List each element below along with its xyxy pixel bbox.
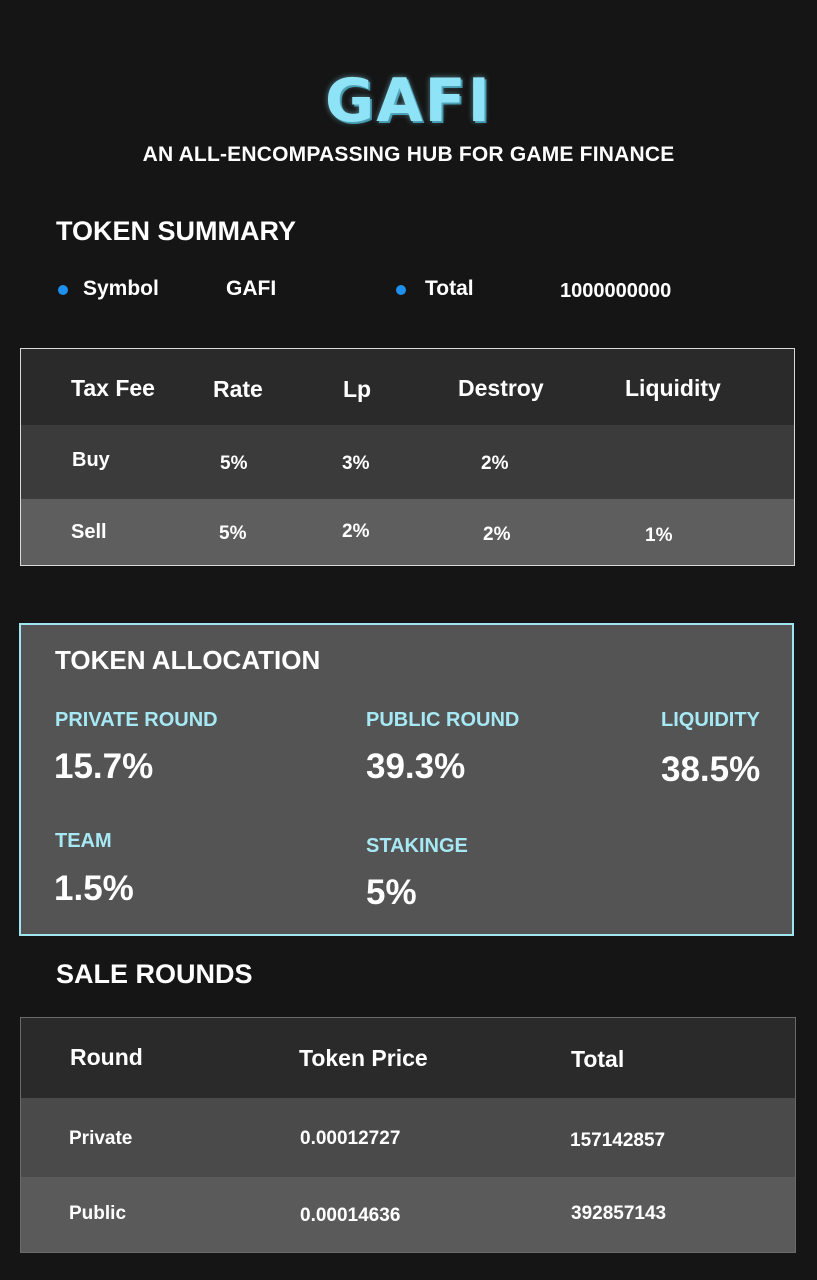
tax-fee-table: Tax Fee Rate Lp Destroy Liquidity Buy 5%… <box>20 348 795 566</box>
cell-total: 157142857 <box>570 1130 666 1151</box>
symbol-label: Symbol <box>83 277 159 300</box>
token-allocation-title: TOKEN ALLOCATION <box>55 645 321 675</box>
token-allocation-panel: TOKEN ALLOCATION PRIVATE ROUND 15.7% PUB… <box>19 623 794 936</box>
allocation-value: 39.3% <box>366 747 466 786</box>
cell-token-price: 0.00014636 <box>300 1205 401 1226</box>
cell-rate: 5% <box>219 523 247 544</box>
cell-token-price: 0.00012727 <box>300 1128 401 1149</box>
col-header-round: Round <box>70 1044 143 1070</box>
allocation-label: PUBLIC ROUND <box>366 709 520 731</box>
sale-rounds-table: Round Token Price Total Private 0.000127… <box>20 1017 796 1253</box>
col-header-lp: Lp <box>343 376 372 402</box>
col-header-rate: Rate <box>213 376 263 402</box>
cell-destroy: 2% <box>481 453 509 474</box>
table-row: Private 0.00012727 157142857 <box>21 1098 795 1177</box>
cell-liquidity: 1% <box>645 525 673 546</box>
table-row: Buy 5% 3% 2% <box>21 425 794 500</box>
cell-round: Public <box>69 1203 127 1224</box>
col-header-token-price: Token Price <box>299 1045 428 1071</box>
allocation-value: 38.5% <box>661 750 761 789</box>
cell-round: Private <box>69 1128 133 1149</box>
symbol-value: GAFI <box>226 277 277 300</box>
allocation-value: 5% <box>366 873 417 912</box>
sale-rounds-title: SALE ROUNDS <box>56 959 253 989</box>
token-summary-row: Symbol GAFI Total 1000000000 <box>0 277 817 307</box>
cell-rate: 5% <box>220 453 248 474</box>
cell-total: 392857143 <box>571 1203 667 1224</box>
col-header-destroy: Destroy <box>458 375 544 401</box>
total-value: 1000000000 <box>560 280 672 302</box>
table-header-row: Round Token Price Total <box>21 1018 795 1098</box>
gafi-logo: GAFI <box>325 66 492 136</box>
total-label: Total <box>425 277 474 300</box>
bullet-icon <box>396 285 406 295</box>
allocation-label: PRIVATE ROUND <box>55 709 218 731</box>
cell-lp: 2% <box>342 521 370 542</box>
col-header-tax-fee: Tax Fee <box>71 375 155 401</box>
allocation-label: TEAM <box>55 830 112 852</box>
bullet-icon <box>58 285 68 295</box>
cell-destroy: 2% <box>483 524 511 545</box>
tagline: AN ALL-ENCOMPASSING HUB FOR GAME FINANCE <box>142 143 675 166</box>
cell-type: Buy <box>72 449 110 471</box>
allocation-value: 1.5% <box>54 869 134 908</box>
allocation-label: LIQUIDITY <box>661 709 760 731</box>
table-header-row: Tax Fee Rate Lp Destroy Liquidity <box>21 349 794 426</box>
allocation-value: 15.7% <box>54 747 154 786</box>
token-summary-title: TOKEN SUMMARY <box>56 216 297 246</box>
table-row: Public 0.00014636 392857143 <box>21 1177 795 1252</box>
cell-lp: 3% <box>342 453 370 474</box>
col-header-total: Total <box>571 1046 625 1072</box>
table-row: Sell 5% 2% 2% 1% <box>21 499 794 565</box>
col-header-liquidity: Liquidity <box>625 375 721 401</box>
cell-type: Sell <box>71 521 107 543</box>
allocation-label: STAKINGE <box>366 835 468 857</box>
